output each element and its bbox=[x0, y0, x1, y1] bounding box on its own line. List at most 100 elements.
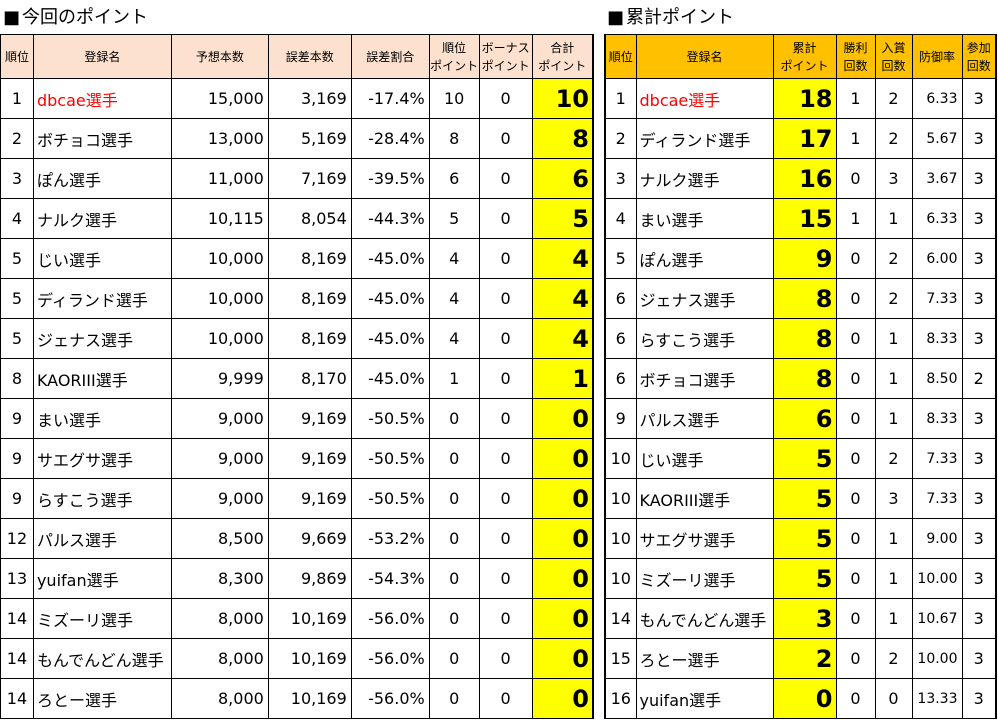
error-count-cell: 9,669 bbox=[267, 518, 352, 559]
entries-cell: 3 bbox=[961, 78, 997, 119]
wins-cell: 0 bbox=[835, 438, 876, 479]
current-points-title: ■ 今回のポイント bbox=[0, 0, 594, 34]
rank-points-cell: 4 bbox=[428, 318, 480, 359]
bonus-points-cell: 0 bbox=[478, 438, 533, 479]
entries-cell: 3 bbox=[961, 678, 997, 719]
era-cell: 7.33 bbox=[911, 438, 963, 479]
table-row: 16 yuifan選手 0 0 0 13.33 3 bbox=[604, 678, 997, 719]
player-name-cell: ろとー選手 bbox=[635, 638, 774, 679]
header-cumulative-points: 累計 ポイント bbox=[772, 34, 837, 79]
rank-cell: 14 bbox=[0, 638, 34, 679]
error-count-cell: 8,054 bbox=[267, 198, 352, 239]
bonus-points-cell: 0 bbox=[478, 478, 533, 519]
placements-cell: 1 bbox=[874, 558, 913, 599]
entries-cell: 3 bbox=[961, 198, 997, 239]
square-bullet-icon: ■ bbox=[607, 7, 625, 28]
cumulative-points-table: 順位 登録名 累計 ポイント 勝利 回数 入賞 回数 防御率 参加 回数 1 dbcae選手 1… bbox=[604, 34, 997, 719]
total-points-cell: 6 bbox=[531, 158, 594, 199]
rank-cell: 8 bbox=[0, 358, 34, 399]
header-predicted-count: 予想本数 bbox=[170, 34, 269, 79]
error-ratio-cell: -50.5% bbox=[350, 438, 430, 479]
cumulative-points-cell: 8 bbox=[772, 278, 837, 319]
bonus-points-cell: 0 bbox=[478, 518, 533, 559]
placements-cell: 1 bbox=[874, 518, 913, 559]
wins-cell: 0 bbox=[835, 278, 876, 319]
error-count-cell: 10,169 bbox=[267, 678, 352, 719]
entries-cell: 3 bbox=[961, 118, 997, 159]
rank-cell: 1 bbox=[0, 78, 34, 119]
cumulative-points-cell: 6 bbox=[772, 398, 837, 439]
player-name-cell: ボチョコ選手 bbox=[32, 118, 172, 159]
rank-points-cell: 0 bbox=[428, 518, 480, 559]
header-name: 登録名 bbox=[32, 34, 172, 79]
placements-cell: 1 bbox=[874, 198, 913, 239]
error-count-cell: 8,170 bbox=[267, 358, 352, 399]
entries-cell: 2 bbox=[961, 358, 997, 399]
entries-cell: 3 bbox=[961, 158, 997, 199]
entries-cell: 3 bbox=[961, 598, 997, 639]
predicted-count-cell: 9,999 bbox=[170, 358, 269, 399]
player-name-cell: ナルク選手 bbox=[635, 158, 774, 199]
rank-points-cell: 0 bbox=[428, 558, 480, 599]
header-entries: 参加 回数 bbox=[961, 34, 997, 79]
table-row: 13 yuifan選手 8,300 9,869 -54.3% 0 0 0 bbox=[0, 558, 594, 599]
predicted-count-cell: 11,000 bbox=[170, 158, 269, 199]
error-count-cell: 8,169 bbox=[267, 278, 352, 319]
header-error-count: 誤差本数 bbox=[267, 34, 352, 79]
era-cell: 6.00 bbox=[911, 238, 963, 279]
table-row: 6 らすこう選手 8 0 1 8.33 3 bbox=[604, 318, 997, 359]
table-row: 6 ジェナス選手 8 0 2 7.33 3 bbox=[604, 278, 997, 319]
player-name-cell: ミズーリ選手 bbox=[32, 598, 172, 639]
cumulative-points-cell: 18 bbox=[772, 78, 837, 119]
table-row: 14 もんでんどん選手 8,000 10,169 -56.0% 0 0 0 bbox=[0, 638, 594, 679]
rank-cell: 6 bbox=[604, 318, 637, 359]
player-name-cell: ボチョコ選手 bbox=[635, 358, 774, 399]
entries-cell: 3 bbox=[961, 558, 997, 599]
error-count-cell: 3,169 bbox=[267, 78, 352, 119]
error-ratio-cell: -45.0% bbox=[350, 318, 430, 359]
total-points-cell: 0 bbox=[531, 518, 594, 559]
player-name-cell: もんでんどん選手 bbox=[32, 638, 172, 679]
header-bonus-points: ボーナス ポイント bbox=[478, 34, 533, 79]
era-cell: 10.00 bbox=[911, 638, 963, 679]
table-row: 10 サエグサ選手 5 0 1 9.00 3 bbox=[604, 518, 997, 559]
table-row: 2 ボチョコ選手 13,000 5,169 -28.4% 8 0 8 bbox=[0, 118, 594, 159]
error-count-cell: 10,169 bbox=[267, 598, 352, 639]
wins-cell: 0 bbox=[835, 558, 876, 599]
rank-points-cell: 4 bbox=[428, 278, 480, 319]
total-points-cell: 0 bbox=[531, 558, 594, 599]
entries-cell: 3 bbox=[961, 238, 997, 279]
table-row: 9 らすこう選手 9,000 9,169 -50.5% 0 0 0 bbox=[0, 478, 594, 519]
error-ratio-cell: -39.5% bbox=[350, 158, 430, 199]
predicted-count-cell: 8,000 bbox=[170, 678, 269, 719]
player-name-cell: ろとー選手 bbox=[32, 678, 172, 719]
rank-points-cell: 5 bbox=[428, 198, 480, 239]
player-name-cell: らすこう選手 bbox=[32, 478, 172, 519]
error-count-cell: 10,169 bbox=[267, 638, 352, 679]
rank-cell: 14 bbox=[0, 678, 34, 719]
wins-cell: 0 bbox=[835, 318, 876, 359]
error-ratio-cell: -45.0% bbox=[350, 358, 430, 399]
wins-cell: 0 bbox=[835, 638, 876, 679]
rank-cell: 1 bbox=[604, 78, 637, 119]
wins-cell: 1 bbox=[835, 78, 876, 119]
rank-points-cell: 0 bbox=[428, 678, 480, 719]
bonus-points-cell: 0 bbox=[478, 158, 533, 199]
predicted-count-cell: 9,000 bbox=[170, 478, 269, 519]
rank-cell: 9 bbox=[0, 438, 34, 479]
table-row: 5 ディランド選手 10,000 8,169 -45.0% 4 0 4 bbox=[0, 278, 594, 319]
rank-cell: 10 bbox=[604, 518, 637, 559]
table-row: 14 ろとー選手 8,000 10,169 -56.0% 0 0 0 bbox=[0, 678, 594, 719]
table-row: 15 ろとー選手 2 0 2 10.00 3 bbox=[604, 638, 997, 679]
wins-cell: 0 bbox=[835, 518, 876, 559]
rank-points-cell: 6 bbox=[428, 158, 480, 199]
rank-cell: 6 bbox=[604, 358, 637, 399]
predicted-count-cell: 9,000 bbox=[170, 438, 269, 479]
rank-points-cell: 8 bbox=[428, 118, 480, 159]
error-ratio-cell: -50.5% bbox=[350, 478, 430, 519]
total-points-cell: 0 bbox=[531, 598, 594, 639]
rank-points-cell: 1 bbox=[428, 358, 480, 399]
bonus-points-cell: 0 bbox=[478, 78, 533, 119]
wins-cell: 0 bbox=[835, 598, 876, 639]
placements-cell: 2 bbox=[874, 438, 913, 479]
